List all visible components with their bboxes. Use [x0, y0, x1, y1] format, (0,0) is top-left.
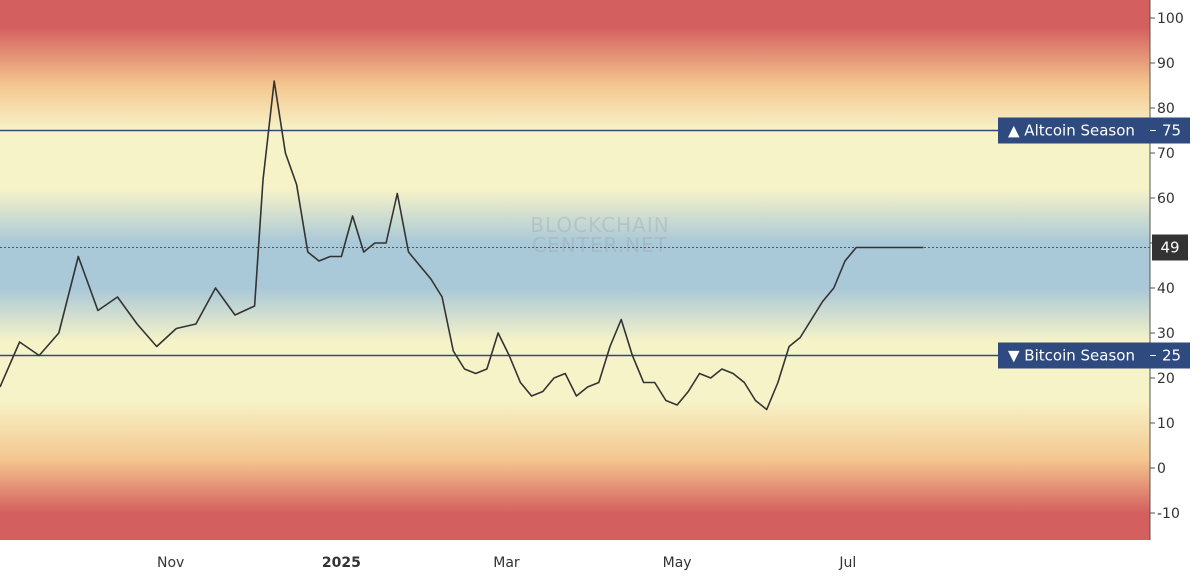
x-tick-label-3: May — [663, 555, 692, 571]
reference-badge-label-0: ▲ Altcoin Season — [1008, 122, 1135, 140]
reference-badge-value-0: 75 — [1162, 122, 1181, 140]
x-axis-ticks: Nov 2025 Mar May Jul — [157, 555, 856, 571]
reference-badge-value-1: 25 — [1162, 347, 1181, 365]
x-tick-label-0: Nov — [157, 555, 184, 571]
reference-badge-bg-0 — [998, 117, 1190, 144]
x-tick-label-2: Mar — [493, 555, 520, 571]
value-badges: ▲ Altcoin Season 75 ▼ Bitcoin Season 25 49 — [998, 117, 1190, 369]
current-value-badge: 49 — [1152, 234, 1188, 261]
y-tick-label-30: 30 — [1157, 326, 1175, 342]
x-tick-label-1: 2025 — [322, 555, 361, 571]
y-tick-label-60: 60 — [1157, 191, 1175, 207]
reference-lines — [0, 129, 1150, 357]
watermark-line-2: CENTER.NET — [532, 233, 668, 257]
watermark-line-1: BLOCKCHAIN — [530, 213, 669, 237]
plot-background — [0, 0, 1150, 540]
x-axis-panel — [0, 540, 1200, 584]
y-tick-label-10: 10 — [1157, 416, 1175, 432]
series-layer — [0, 80, 924, 411]
y-axis-panel — [1150, 0, 1200, 584]
y-tick-label-80: 80 — [1157, 101, 1175, 117]
y-tick-label--10: -10 — [1157, 506, 1180, 522]
current-value-badge-bg — [1152, 234, 1188, 261]
reference-badge-label-1: ▼ Bitcoin Season — [1008, 347, 1135, 365]
y-axis-ticks: 1009080706050403020100-10 — [1150, 11, 1184, 522]
watermark: BLOCKCHAIN CENTER.NET — [530, 213, 669, 257]
series-line-0 — [0, 80, 924, 411]
reference-badge-bg-1 — [998, 342, 1190, 369]
y-tick-label-90: 90 — [1157, 56, 1175, 72]
y-tick-label-40: 40 — [1157, 281, 1175, 297]
y-tick-label-70: 70 — [1157, 146, 1175, 162]
y-tick-label-0: 0 — [1157, 461, 1166, 477]
x-tick-label-4: Jul — [838, 555, 856, 571]
current-value-badge-label: 49 — [1160, 239, 1179, 257]
y-tick-label-100: 100 — [1157, 11, 1184, 27]
reference-badge-0: ▲ Altcoin Season 75 — [998, 117, 1190, 144]
y-tick-label-20: 20 — [1157, 371, 1175, 387]
reference-badge-1: ▼ Bitcoin Season 25 — [998, 342, 1190, 369]
